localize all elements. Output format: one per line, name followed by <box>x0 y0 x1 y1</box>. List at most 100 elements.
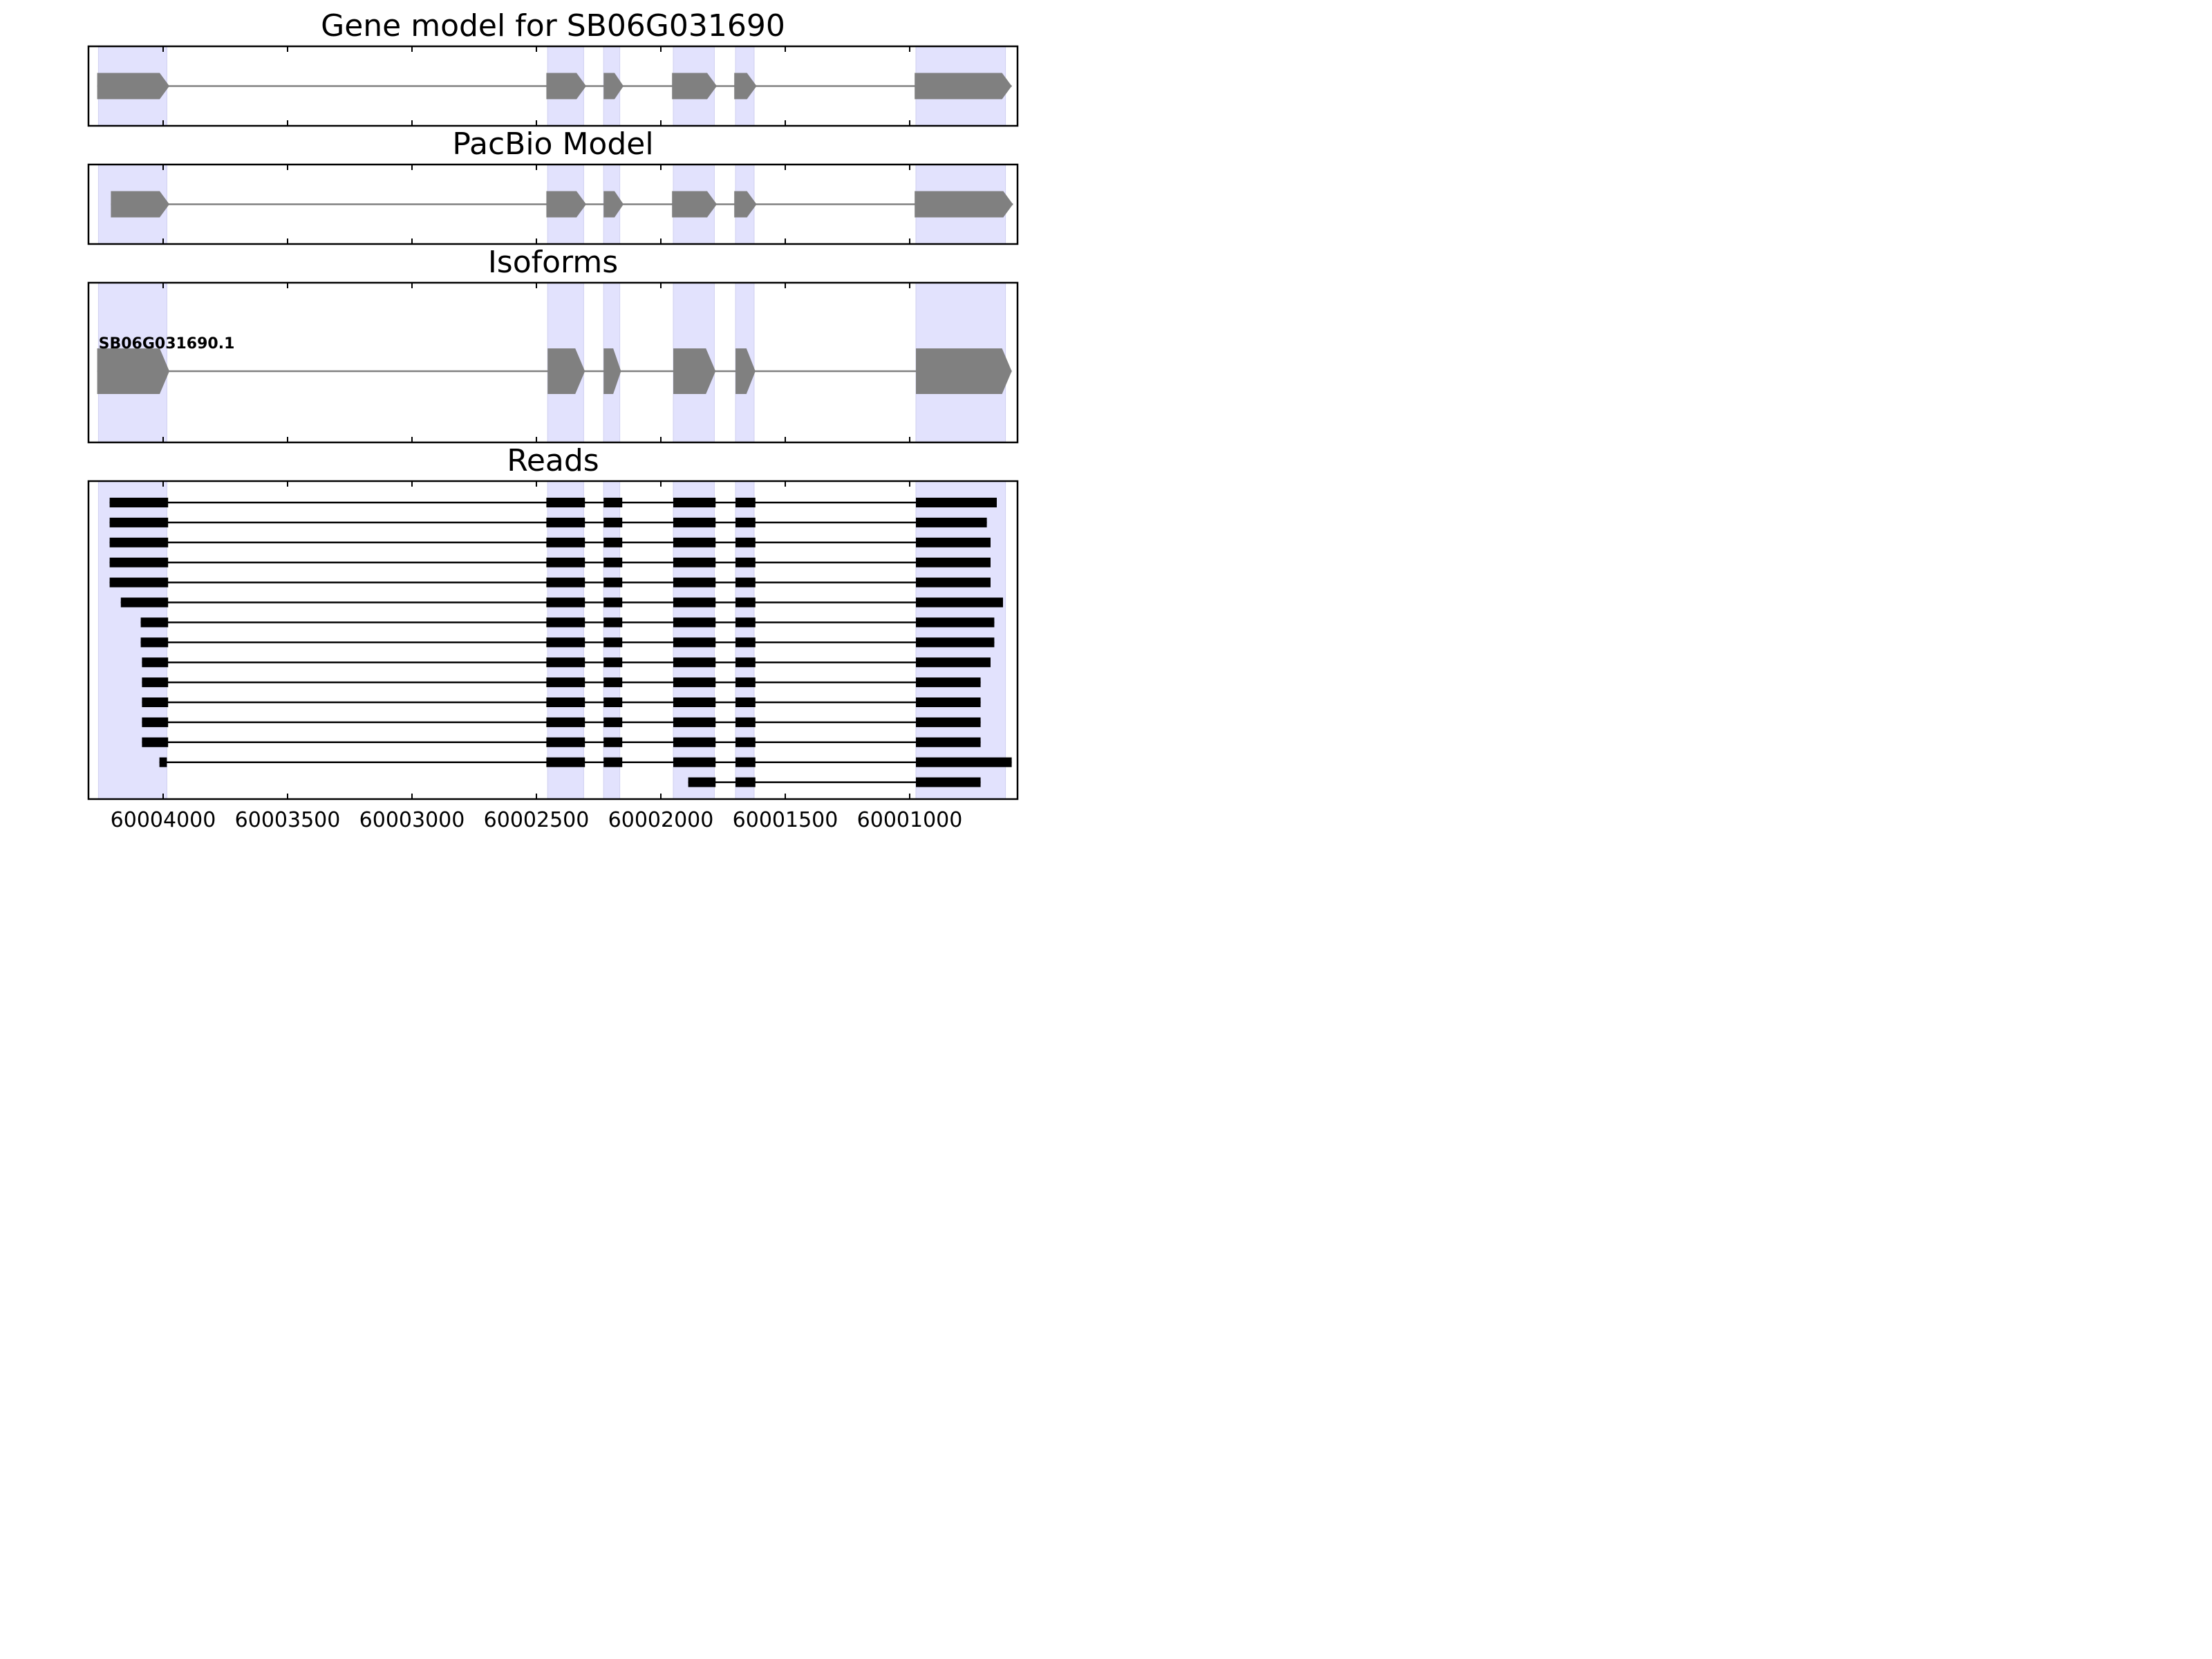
exon-arrow <box>546 73 586 100</box>
exon-arrow <box>546 191 586 218</box>
read-block <box>546 657 585 668</box>
read-block <box>916 677 981 688</box>
isoforms-panel: Isoforms SB06G031690.1 <box>87 245 1019 444</box>
read <box>109 577 991 588</box>
read-block <box>546 577 585 588</box>
read-block <box>673 677 716 688</box>
gene-model-frame <box>87 45 1019 127</box>
read-block <box>916 557 991 568</box>
read-block <box>603 537 623 547</box>
exon-arrow <box>915 73 1012 100</box>
read-block <box>546 617 585 628</box>
read-block <box>546 757 585 767</box>
exon-arrow <box>111 191 169 218</box>
read <box>109 498 997 507</box>
read <box>109 557 991 568</box>
read <box>142 717 981 727</box>
read-block <box>603 577 623 588</box>
read-block <box>109 537 169 547</box>
reads-panel: Reads <box>87 443 1019 800</box>
figure: Gene model for SB06G031690 PacBio Model Is… <box>0 0 1106 832</box>
read <box>142 697 981 707</box>
read <box>142 737 981 747</box>
read-block <box>603 498 623 507</box>
pacbio-model-panel: PacBio Model <box>87 126 1019 245</box>
read-block <box>546 677 585 688</box>
read-block <box>142 717 169 727</box>
read <box>109 517 987 527</box>
read-block <box>673 617 716 628</box>
read-block <box>673 498 716 507</box>
read-block <box>735 677 756 688</box>
exon-arrow <box>916 348 1012 394</box>
read <box>142 677 981 688</box>
read-block <box>735 717 756 727</box>
isoforms-title: Isoforms <box>488 245 618 280</box>
read-block <box>673 597 716 608</box>
read <box>109 537 991 547</box>
read <box>140 637 995 648</box>
read-block <box>735 577 756 588</box>
read-block <box>916 577 991 588</box>
read-block <box>916 657 991 668</box>
read-block <box>916 537 991 547</box>
read-block <box>735 537 756 547</box>
x-tick-label: 60001500 <box>733 808 838 830</box>
read-block <box>603 557 623 568</box>
read-block <box>159 757 167 767</box>
read-block <box>916 498 997 507</box>
exon-arrow <box>735 348 756 394</box>
exon-arrow <box>97 73 169 100</box>
read-block <box>673 737 716 747</box>
read-block <box>673 657 716 668</box>
read-block <box>735 517 756 527</box>
read-block <box>603 757 623 767</box>
read-block <box>546 697 585 707</box>
read-block <box>735 757 756 767</box>
read-block <box>140 617 169 628</box>
read-block <box>603 677 623 688</box>
read-block <box>603 597 623 608</box>
x-tick-label: 60003000 <box>359 808 465 830</box>
gene-model-panel: Gene model for SB06G031690 <box>87 8 1019 127</box>
read-block <box>546 737 585 747</box>
exon-arrow <box>915 191 1013 218</box>
isoform-label: SB06G031690.1 <box>99 335 235 353</box>
gene-model-figure: Gene model for SB06G031690 PacBio Model Is… <box>87 8 1019 832</box>
read-block <box>140 637 169 648</box>
read-block <box>603 637 623 648</box>
read-block <box>546 557 585 568</box>
exon-arrow <box>97 348 169 394</box>
read <box>142 657 991 668</box>
exon-arrow <box>672 73 717 100</box>
read-block <box>673 557 716 568</box>
read-block <box>546 717 585 727</box>
read-block <box>916 737 981 747</box>
pacbio-model-title: PacBio Model <box>452 126 653 162</box>
read-block <box>673 517 716 527</box>
exon-arrow <box>603 73 624 100</box>
read-block <box>673 637 716 648</box>
read <box>688 777 981 787</box>
read <box>120 597 1003 608</box>
read <box>140 617 995 628</box>
exon-arrow <box>673 348 716 394</box>
x-tick-label: 60001000 <box>857 808 963 830</box>
read-block <box>735 637 756 648</box>
read-block <box>735 617 756 628</box>
reads-title: Reads <box>507 443 599 478</box>
read-block <box>109 517 169 527</box>
exon-arrow <box>603 191 624 218</box>
read-block <box>546 597 585 608</box>
read-block <box>603 617 623 628</box>
read-block <box>109 498 169 507</box>
read-block <box>673 577 716 588</box>
exon-arrow <box>672 191 717 218</box>
x-tick-label: 60002500 <box>484 808 590 830</box>
read-block <box>916 517 987 527</box>
read-block <box>735 597 756 608</box>
x-tick-label: 60004000 <box>111 808 216 830</box>
read <box>159 757 1012 767</box>
isoforms-frame <box>87 281 1019 444</box>
read-block <box>735 737 756 747</box>
